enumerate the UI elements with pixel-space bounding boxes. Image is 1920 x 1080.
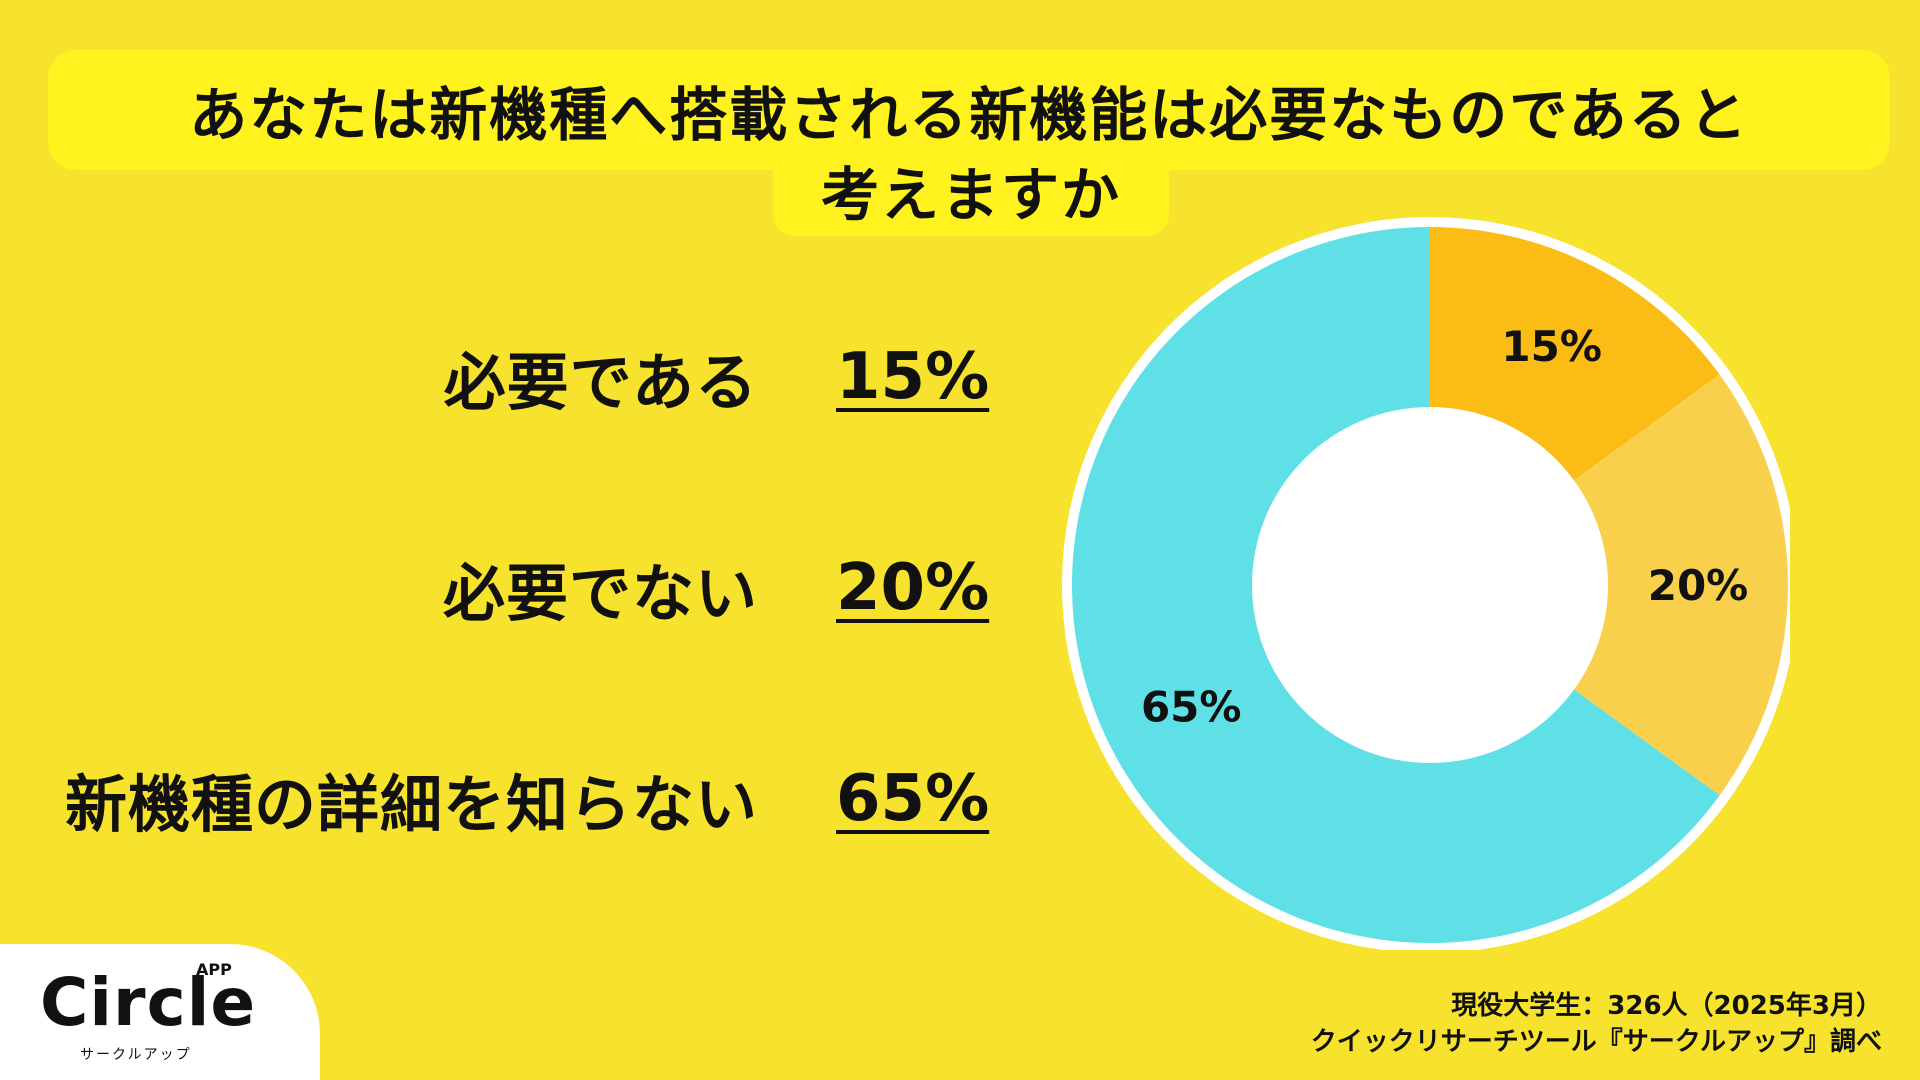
donut-chart: 15% 20% 65%	[1062, 217, 1790, 950]
pie-slice-2	[1430, 374, 1789, 796]
source-line-2: クイックリサーチツール『サークルアップ』調べ	[1310, 1027, 1882, 1057]
answer-label: 必要でない	[442, 557, 758, 630]
logo-panel	[0, 944, 320, 1080]
slice-label-1: 15%	[1501, 322, 1602, 371]
logo-wordmark: Circle	[40, 964, 257, 1041]
answer-percent: 65%	[836, 762, 990, 836]
answer-row-1: 必要である 15%	[0, 327, 1000, 427]
source-note: 現役大学生：326人（2025年3月） クイックリサーチツール『サークルアップ』…	[1311, 988, 1882, 1060]
chart-center-hole	[1252, 407, 1608, 763]
answer-row-3: 新機種の詳細を知らない 65%	[0, 749, 1000, 849]
source-line-1: 現役大学生：326人（2025年3月）	[1451, 991, 1882, 1021]
slice-label-2: 20%	[1648, 561, 1749, 610]
slice-label-3: 65%	[1141, 683, 1242, 732]
logo-app-badge: APP	[196, 960, 232, 979]
logo-subtitle: サークルアップ	[80, 1047, 192, 1063]
answer-percent: 20%	[836, 551, 990, 625]
answer-label: 必要である	[443, 346, 758, 419]
answer-row-2: 必要でない 20%	[0, 538, 1000, 638]
title-line-2: 考えますか	[773, 144, 1169, 236]
answer-label: 新機種の詳細を知らない	[64, 768, 758, 841]
answer-percent: 15%	[836, 340, 990, 414]
chart-title: あなたは新機種へ搭載される新機能は必要なものであると 考えますか	[0, 0, 1920, 250]
